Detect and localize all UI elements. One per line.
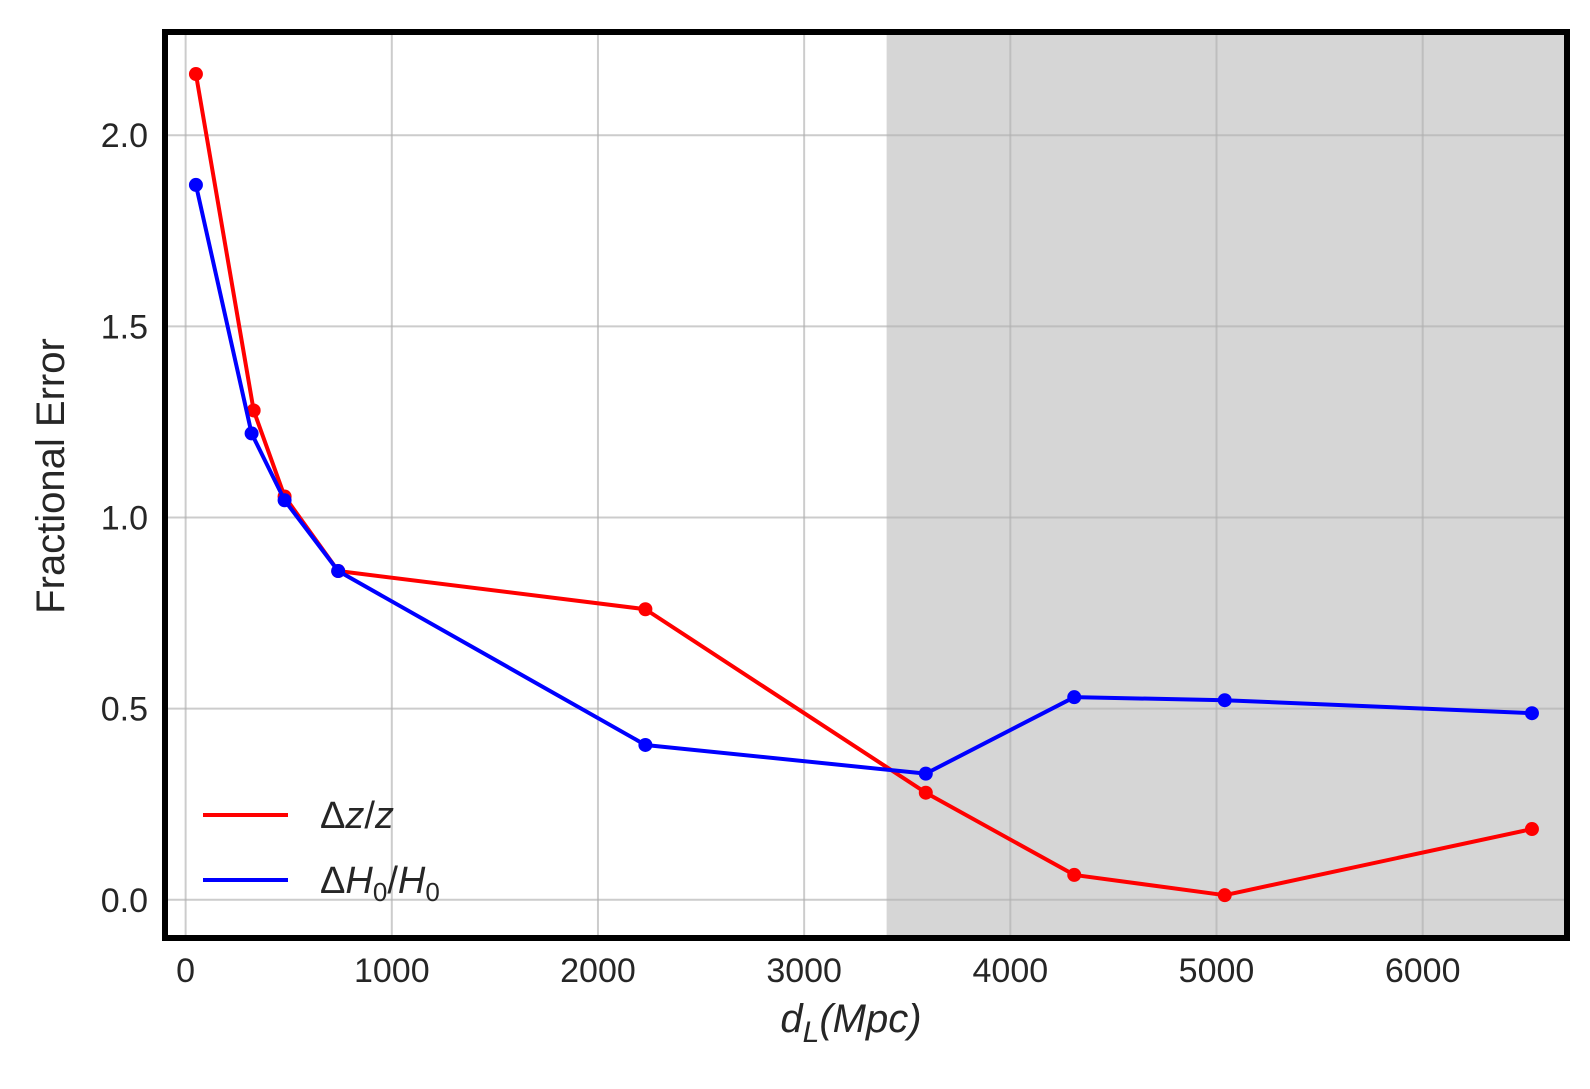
y-tick-label: 1.5 bbox=[101, 308, 148, 346]
data-point bbox=[188, 177, 203, 192]
x-axis-label-rest: (Mpc) bbox=[819, 997, 921, 1041]
data-point bbox=[331, 564, 346, 579]
plot-frame bbox=[162, 29, 1570, 941]
y-tick-label: 2.0 bbox=[101, 117, 148, 155]
x-tick-labels: 0 1000 2000 3000 4000 5000 6000 bbox=[176, 952, 1460, 990]
data-point bbox=[244, 426, 259, 441]
series-layer bbox=[188, 67, 1539, 903]
data-point bbox=[918, 785, 933, 800]
y-tick-label: 0.0 bbox=[101, 882, 148, 920]
data-point bbox=[918, 766, 933, 781]
data-point bbox=[277, 493, 292, 508]
x-tick-label: 6000 bbox=[1385, 952, 1461, 990]
x-tick-label: 3000 bbox=[766, 952, 842, 990]
x-tick-label: 5000 bbox=[1179, 952, 1255, 990]
x-axis-label: dL(Mpc) bbox=[780, 997, 921, 1049]
data-point bbox=[188, 67, 203, 82]
x-tick-label: 4000 bbox=[973, 952, 1049, 990]
data-point bbox=[1524, 822, 1539, 837]
y-tick-label: 1.0 bbox=[101, 499, 148, 537]
y-axis-label: Fractional Error bbox=[29, 338, 73, 614]
x-axis-label-d: d bbox=[780, 997, 804, 1041]
y-tick-labels: 0.0 0.5 1.0 1.5 2.0 bbox=[101, 117, 148, 920]
shaded-region-layer bbox=[886, 32, 1567, 938]
data-point bbox=[1217, 888, 1232, 903]
data-point bbox=[1217, 693, 1232, 708]
shaded-region bbox=[886, 32, 1567, 938]
legend-label-blue: ΔH0/H0 bbox=[320, 860, 440, 907]
data-point bbox=[638, 602, 653, 617]
x-axis-label-sub: L bbox=[803, 1016, 820, 1049]
legend-label-red: Δz/z bbox=[320, 795, 394, 837]
x-tick-label: 1000 bbox=[354, 952, 430, 990]
legend: Δz/z ΔH0/H0 bbox=[203, 795, 440, 907]
x-tick-label: 0 bbox=[176, 952, 195, 990]
data-point bbox=[246, 403, 261, 418]
data-point bbox=[1067, 690, 1082, 705]
grid-layer bbox=[165, 32, 1567, 938]
data-point bbox=[1524, 706, 1539, 721]
data-point bbox=[638, 737, 653, 752]
x-tick-label: 2000 bbox=[560, 952, 636, 990]
plot-frame-layer bbox=[162, 29, 1570, 941]
data-point bbox=[1067, 867, 1082, 882]
y-tick-label: 0.5 bbox=[101, 691, 148, 729]
